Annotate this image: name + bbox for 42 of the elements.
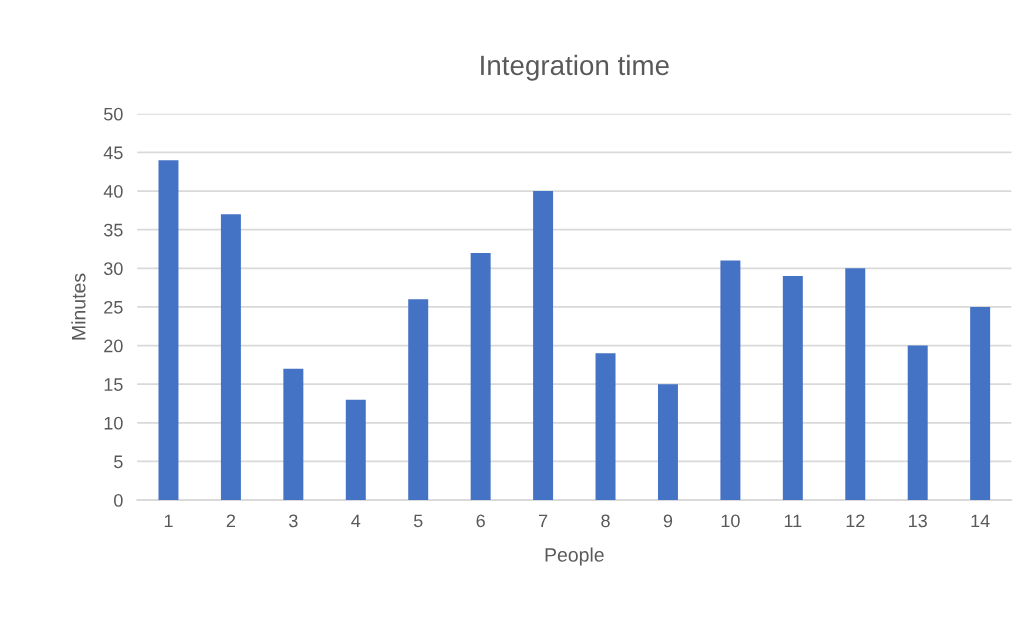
x-tick-label: 12 (846, 514, 865, 528)
x-tick-label: 3 (289, 514, 298, 528)
bar (782, 276, 803, 501)
bar (533, 191, 554, 501)
bar (283, 368, 304, 501)
bar (907, 345, 928, 501)
y-tick-label: 0 (114, 494, 123, 507)
x-tick-label: 13 (909, 514, 927, 528)
y-tick-label: 50 (104, 107, 123, 121)
x-tick-label: 6 (476, 514, 485, 528)
x-tick-label: 4 (351, 514, 361, 528)
bar (158, 160, 179, 501)
bar (408, 299, 429, 501)
y-tick-label: 45 (103, 146, 123, 160)
y-tick-label: 35 (103, 223, 123, 237)
bar (970, 306, 991, 501)
bar (720, 260, 741, 501)
x-tick-label: 7 (539, 514, 548, 528)
x-tick-label: 14 (971, 514, 990, 528)
x-tick-label: 10 (721, 514, 740, 528)
chart-title: Integration time (481, 54, 669, 81)
bar (595, 353, 616, 501)
y-tick-label: 40 (103, 185, 123, 198)
y-tick-label: 25 (104, 300, 123, 314)
bar (845, 268, 866, 501)
x-tick-label: 2 (226, 514, 236, 528)
y-tick-label: 5 (114, 455, 123, 469)
y-tick-label: 15 (104, 378, 123, 391)
x-tick-label: 8 (601, 514, 610, 528)
x-tick-label: 5 (413, 514, 423, 528)
y-axis-title: Minutes (71, 273, 86, 340)
y-tick-label: 20 (104, 339, 123, 353)
x-axis-title: People (545, 547, 604, 566)
x-tick-label: 11 (784, 514, 802, 528)
y-tick-label: 10 (104, 416, 123, 430)
bar (657, 384, 678, 501)
x-tick-label: 9 (663, 514, 673, 528)
x-tick-label: 1 (164, 514, 173, 528)
bar (345, 399, 366, 501)
bar (470, 252, 491, 501)
bar (220, 214, 241, 501)
y-tick-label: 30 (103, 262, 123, 276)
